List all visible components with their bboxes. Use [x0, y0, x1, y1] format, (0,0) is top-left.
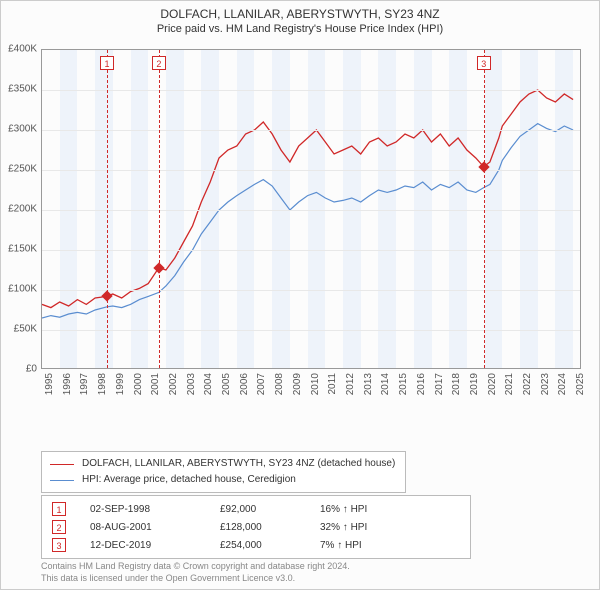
x-axis-label: 2025: [575, 373, 586, 395]
chart-title: DOLFACH, LLANILAR, ABERYSTWYTH, SY23 4NZ: [1, 1, 599, 21]
event-row: 2 08-AUG-2001 £128,000 32% ↑ HPI: [52, 520, 460, 534]
gridline: [42, 330, 580, 331]
x-axis-label: 2022: [522, 373, 533, 395]
legend-item: HPI: Average price, detached house, Cere…: [50, 472, 395, 488]
event-vline: [107, 50, 108, 368]
gridline: [42, 290, 580, 291]
x-axis-label: 2015: [398, 373, 409, 395]
event-price: £254,000: [220, 540, 320, 551]
attribution-line: Contains HM Land Registry data © Crown c…: [41, 561, 350, 573]
gridline: [42, 170, 580, 171]
x-axis-label: 2007: [256, 373, 267, 395]
events-table: 1 02-SEP-1998 £92,000 16% ↑ HPI 2 08-AUG…: [41, 495, 471, 559]
series-line: [42, 90, 573, 308]
x-axis-label: 2002: [168, 373, 179, 395]
y-axis-label: £400K: [8, 44, 37, 55]
x-axis-label: 1997: [79, 373, 90, 395]
x-axis-label: 2003: [186, 373, 197, 395]
x-axis-label: 1998: [97, 373, 108, 395]
x-axis-label: 2016: [416, 373, 427, 395]
legend-item: DOLFACH, LLANILAR, ABERYSTWYTH, SY23 4NZ…: [50, 456, 395, 472]
x-axis-label: 2020: [487, 373, 498, 395]
y-axis-label: £200K: [8, 204, 37, 215]
y-axis-label: £250K: [8, 164, 37, 175]
event-price: £92,000: [220, 504, 320, 515]
gridline: [42, 90, 580, 91]
x-axis-label: 2018: [451, 373, 462, 395]
event-price: £128,000: [220, 522, 320, 533]
chart-area: 123 £0£50K£100K£150K£200K£250K£300K£350K…: [41, 49, 581, 409]
x-axis-label: 2024: [557, 373, 568, 395]
x-axis-label: 1999: [115, 373, 126, 395]
y-axis-label: £100K: [8, 284, 37, 295]
y-axis-label: £0: [26, 364, 37, 375]
x-axis-label: 2001: [150, 373, 161, 395]
plot-region: 1 2 3: [41, 49, 581, 369]
event-badge-on-chart: 1: [100, 56, 114, 70]
y-axis-label: £350K: [8, 84, 37, 95]
event-row: 3 12-DEC-2019 £254,000 7% ↑ HPI: [52, 538, 460, 552]
y-axis-label: £150K: [8, 244, 37, 255]
x-axis-label: 2019: [469, 373, 480, 395]
event-badge-on-chart: 3: [477, 56, 491, 70]
x-axis-label: 2012: [345, 373, 356, 395]
x-axis-label: 2013: [363, 373, 374, 395]
chart-container: DOLFACH, LLANILAR, ABERYSTWYTH, SY23 4NZ…: [0, 0, 600, 590]
event-badge: 2: [52, 520, 66, 534]
gridline: [42, 250, 580, 251]
y-axis-label: £50K: [14, 324, 37, 335]
x-axis-label: 2004: [203, 373, 214, 395]
legend-label: HPI: Average price, detached house, Cere…: [82, 472, 296, 488]
legend-swatch: [50, 480, 74, 481]
event-delta: 7% ↑ HPI: [320, 540, 362, 551]
event-delta: 32% ↑ HPI: [320, 522, 367, 533]
legend-swatch: [50, 464, 74, 465]
gridline: [42, 210, 580, 211]
x-axis-label: 2011: [327, 373, 338, 395]
gridline: [42, 130, 580, 131]
event-row: 1 02-SEP-1998 £92,000 16% ↑ HPI: [52, 502, 460, 516]
y-axis-label: £300K: [8, 124, 37, 135]
x-axis-label: 1996: [62, 373, 73, 395]
event-date: 08-AUG-2001: [90, 522, 220, 533]
x-axis-label: 2017: [434, 373, 445, 395]
x-axis-label: 2009: [292, 373, 303, 395]
chart-subtitle: Price paid vs. HM Land Registry's House …: [1, 21, 599, 39]
x-axis-label: 2008: [274, 373, 285, 395]
event-badge-on-chart: 2: [152, 56, 166, 70]
event-date: 02-SEP-1998: [90, 504, 220, 515]
x-axis-label: 2000: [133, 373, 144, 395]
legend-label: DOLFACH, LLANILAR, ABERYSTWYTH, SY23 4NZ…: [82, 456, 395, 472]
event-vline: [484, 50, 485, 368]
event-vline: [159, 50, 160, 368]
x-axis-label: 2014: [380, 373, 391, 395]
x-axis-label: 2010: [310, 373, 321, 395]
x-axis-label: 2005: [221, 373, 232, 395]
event-badge: 1: [52, 502, 66, 516]
event-badge: 3: [52, 538, 66, 552]
legend: DOLFACH, LLANILAR, ABERYSTWYTH, SY23 4NZ…: [41, 451, 406, 493]
x-axis-label: 2006: [239, 373, 250, 395]
x-axis-label: 2021: [504, 373, 515, 395]
x-axis-label: 2023: [540, 373, 551, 395]
event-date: 12-DEC-2019: [90, 540, 220, 551]
attribution-line: This data is licensed under the Open Gov…: [41, 573, 350, 585]
attribution: Contains HM Land Registry data © Crown c…: [41, 561, 350, 584]
x-axis-label: 1995: [44, 373, 55, 395]
event-delta: 16% ↑ HPI: [320, 504, 367, 515]
